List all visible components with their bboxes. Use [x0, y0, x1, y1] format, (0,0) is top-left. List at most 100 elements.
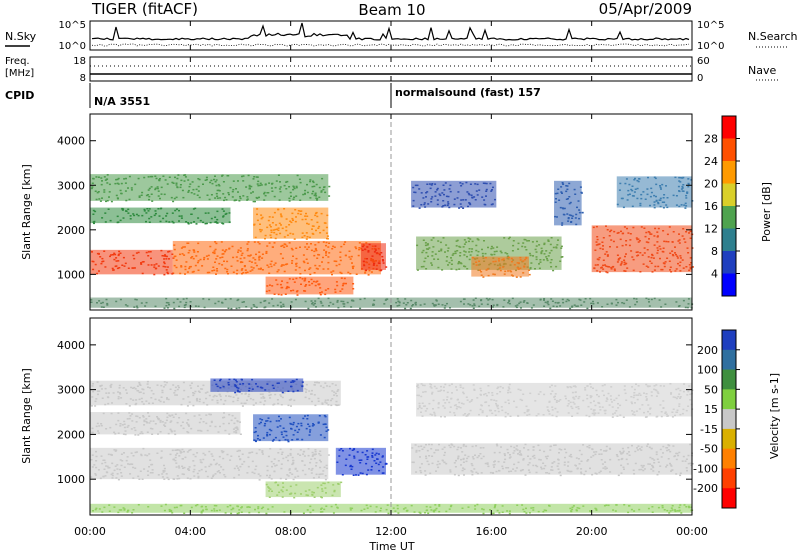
data-cell: [414, 184, 417, 187]
data-cell: [473, 389, 476, 391]
data-cell: [642, 191, 645, 193]
data-cell: [368, 269, 371, 272]
data-cell: [448, 206, 451, 209]
data-cell: [249, 254, 252, 256]
data-cell: [688, 269, 691, 272]
data-cell: [379, 510, 382, 512]
data-cell: [94, 508, 97, 511]
data-cell: [180, 266, 183, 268]
data-cell: [292, 198, 295, 200]
data-cell: [577, 408, 580, 410]
data-cell: [285, 456, 288, 459]
data-cell: [500, 406, 503, 408]
data-cell: [352, 300, 355, 302]
data-cell: [650, 391, 653, 393]
data-cell: [165, 258, 168, 260]
data-cell: [247, 465, 250, 468]
data-cell: [314, 193, 317, 196]
data-cell: [431, 391, 434, 394]
data-cell: [233, 431, 236, 433]
data-cell: [239, 465, 242, 468]
data-cell: [476, 194, 479, 196]
data-cell: [126, 426, 129, 428]
data-cell: [93, 222, 95, 225]
data-cell: [260, 267, 262, 270]
data-cell: [332, 303, 335, 305]
data-cell: [614, 412, 616, 414]
data-cell: [166, 397, 168, 399]
data-cell: [187, 423, 190, 426]
data-cell: [658, 299, 661, 301]
data-cell: [671, 250, 674, 252]
data-cell: [149, 251, 152, 253]
data-cell: [654, 177, 657, 180]
data-cell: [273, 242, 276, 244]
data-cell: [362, 260, 365, 263]
data-cell: [418, 406, 421, 408]
data-cell: [573, 398, 576, 400]
data-cell: [281, 280, 283, 282]
data-cell: [235, 386, 238, 389]
data-cell: [453, 462, 456, 464]
data-cell: [364, 454, 367, 456]
data-cell: [467, 237, 470, 239]
data-cell: [242, 175, 245, 177]
data-cell: [559, 399, 562, 401]
data-cell: [181, 189, 184, 192]
data-cell: [418, 511, 421, 514]
data-cell: [182, 473, 185, 476]
data-cell: [284, 293, 287, 295]
data-cell: [136, 385, 139, 387]
data-cell: [647, 266, 650, 268]
data-cell: [626, 267, 629, 269]
data-cell: [215, 395, 218, 397]
data-cell: [462, 391, 465, 394]
data-cell: [662, 452, 664, 454]
data-cell: [675, 253, 677, 256]
data-cell: [455, 245, 458, 247]
data-cell: [183, 466, 186, 469]
data-cell: [525, 249, 528, 251]
data-cell: [248, 390, 251, 392]
data-cell: [239, 257, 242, 260]
data-cell: [660, 268, 663, 271]
data-cell: [137, 504, 140, 506]
data-cell: [632, 396, 635, 399]
data-cell: [605, 400, 608, 402]
data-cell: [328, 195, 331, 197]
data-band-10: [265, 481, 343, 499]
data-cell: [308, 281, 310, 283]
data-cell: [619, 238, 622, 241]
data-cell: [172, 222, 175, 224]
data-cell: [132, 509, 135, 511]
data-cell: [677, 262, 679, 265]
data-cell: [424, 244, 427, 247]
data-cell: [591, 412, 594, 415]
data-cell: [340, 272, 343, 275]
data-cell: [367, 250, 370, 252]
data-cell: [512, 468, 515, 470]
colorbar-segment: [722, 116, 736, 139]
data-cell: [424, 474, 427, 476]
data-cell: [95, 198, 98, 201]
data-cell: [520, 453, 522, 455]
data-cell: [385, 462, 388, 465]
data-cell: [480, 472, 483, 474]
data-cell: [115, 477, 118, 479]
data-cell: [635, 383, 637, 385]
data-cell: [452, 252, 455, 255]
data-cell: [647, 241, 650, 244]
data-cell: [611, 266, 614, 268]
data-cell: [286, 285, 289, 288]
data-cell: [269, 226, 272, 228]
data-cell: [606, 265, 609, 268]
date-title: 05/Apr/2009: [599, 0, 692, 18]
data-cell: [329, 301, 332, 304]
data-cell: [636, 255, 639, 257]
data-cell: [218, 190, 221, 192]
data-cell: [226, 506, 229, 508]
data-cell: [113, 252, 116, 255]
data-cell: [412, 461, 415, 464]
data-cell: [648, 238, 650, 240]
data-cell: [179, 186, 182, 189]
